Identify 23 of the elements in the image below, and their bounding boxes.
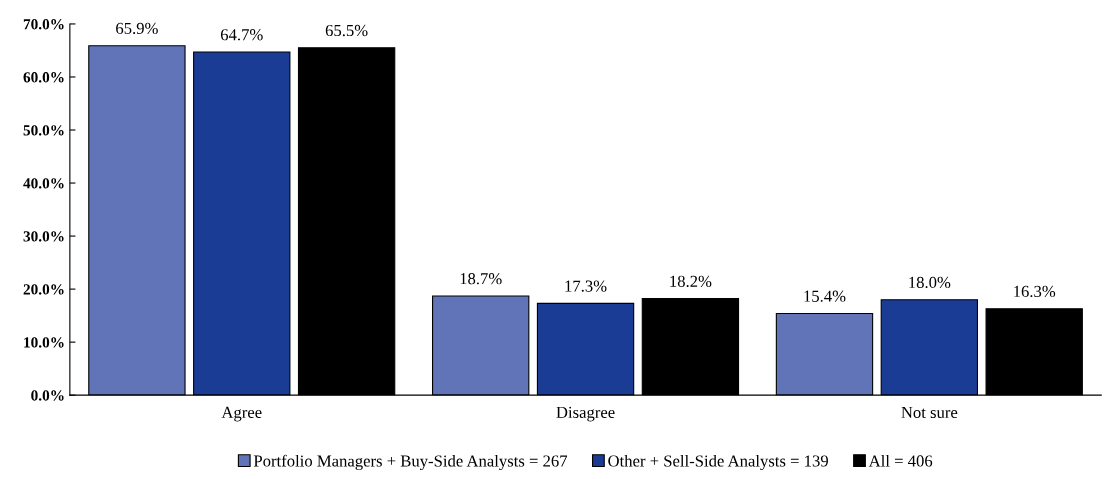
data-label: 18.0% xyxy=(909,276,951,289)
y-tick-label: 70.0% xyxy=(23,19,64,30)
y-tick-label: 40.0% xyxy=(23,178,64,189)
legend-label: Portfolio Managers + Buy-Side Analysts = 267 xyxy=(253,454,568,471)
data-label: 16.3% xyxy=(1014,285,1056,298)
x-tick-label: Disagree xyxy=(556,406,615,422)
data-label: 65.9% xyxy=(116,22,158,35)
x-tick-label: Agree xyxy=(221,406,262,422)
legend-label: Other + Sell-Side Analysts = 139 xyxy=(608,454,828,471)
data-label: 15.4% xyxy=(804,290,846,302)
y-tick-label: 50.0% xyxy=(23,125,64,136)
y-tick-label: 10.0% xyxy=(24,337,64,348)
data-label: 64.7% xyxy=(220,29,263,41)
data-label: 65.5% xyxy=(325,24,368,37)
y-tick-label: 0.0% xyxy=(31,390,64,401)
y-tick-label: 60.0% xyxy=(23,72,64,83)
y-tick-label: 20.0% xyxy=(23,284,64,295)
data-label: 18.2% xyxy=(670,275,712,288)
x-tick-label: Not sure xyxy=(901,406,958,419)
data-label: 17.3% xyxy=(565,280,607,292)
legend-label: All = 406 xyxy=(868,454,933,467)
data-label: 18.7% xyxy=(460,273,502,285)
y-tick-label: 30.0% xyxy=(23,231,64,242)
